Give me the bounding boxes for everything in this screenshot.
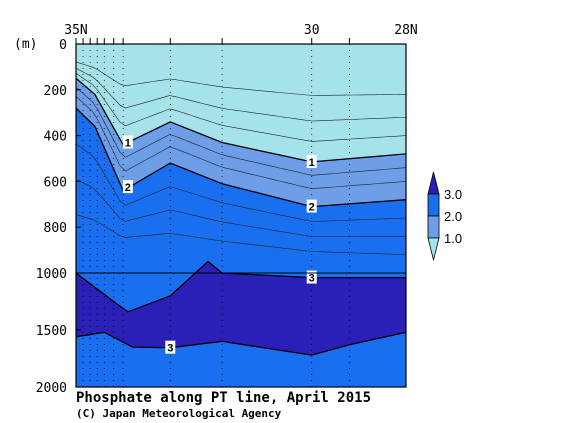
minor-contour-line xyxy=(76,178,406,237)
plot-frame xyxy=(75,43,407,388)
y-tick-label: 200 xyxy=(44,84,67,99)
x-tick-label: 35N xyxy=(64,23,87,38)
y-tick-label: 2000 xyxy=(36,381,67,396)
minor-contour-line xyxy=(76,73,406,142)
legend-swatch-below-1 xyxy=(427,237,440,261)
contour-label-text: 3 xyxy=(167,343,173,355)
y-tick-label: 1500 xyxy=(36,324,67,339)
iso-3-bottom-contour xyxy=(76,331,406,356)
x-tick-label: 30 xyxy=(304,23,320,38)
band-above-3 xyxy=(76,261,406,356)
contour-label: 1 xyxy=(122,135,133,149)
y-tick-label: 600 xyxy=(44,175,67,190)
legend-label: 1.0 xyxy=(444,231,462,246)
contour-label: 3 xyxy=(165,340,176,355)
contour-label-text: 2 xyxy=(125,182,131,194)
y-tick-label: 800 xyxy=(44,221,67,236)
chart-credit: (C) Japan Meteorological Agency xyxy=(76,407,282,420)
y-tick-label: 0 xyxy=(59,38,67,53)
contour-label: 3 xyxy=(306,270,317,285)
legend-label: 3.0 xyxy=(444,187,462,202)
chart-title: Phosphate along PT line, April 2015 xyxy=(76,390,371,406)
contour-label-text: 1 xyxy=(125,137,131,149)
color-legend: 3.0 2.0 1.0 xyxy=(427,171,462,261)
iso-3-top-contour xyxy=(76,260,406,313)
band-below-1 xyxy=(76,44,406,162)
plot-area: 1 1 2 2 3 3 xyxy=(76,44,406,387)
x-tick-label: 28N xyxy=(394,23,417,38)
y-unit-label: (m) xyxy=(14,37,37,52)
minor-contour-line xyxy=(76,68,406,122)
minor-contour-line xyxy=(76,87,406,176)
contour-label-text: 2 xyxy=(309,202,315,214)
legend-swatch-1-to-2 xyxy=(427,215,440,239)
contour-label: 2 xyxy=(122,180,133,194)
minor-contour-line xyxy=(76,95,406,190)
contour-label: 1 xyxy=(306,154,317,169)
y-tick-label: 1000 xyxy=(36,267,67,282)
minor-contour-line xyxy=(76,214,406,255)
minor-contour-line xyxy=(76,143,406,222)
contour-label-text: 1 xyxy=(309,157,315,169)
y-tick-label: 400 xyxy=(44,130,67,145)
contour-label: 2 xyxy=(306,199,317,214)
legend-label: 2.0 xyxy=(444,209,462,224)
minor-contour-line xyxy=(76,61,406,96)
legend-swatch-2-to-3 xyxy=(427,193,440,217)
legend-swatch-above-3 xyxy=(427,171,440,195)
axes: 35N 30 28N 0 200 400 600 800 1000 1500 2000 (m) xyxy=(14,23,418,396)
contour-label-text: 3 xyxy=(309,273,315,285)
